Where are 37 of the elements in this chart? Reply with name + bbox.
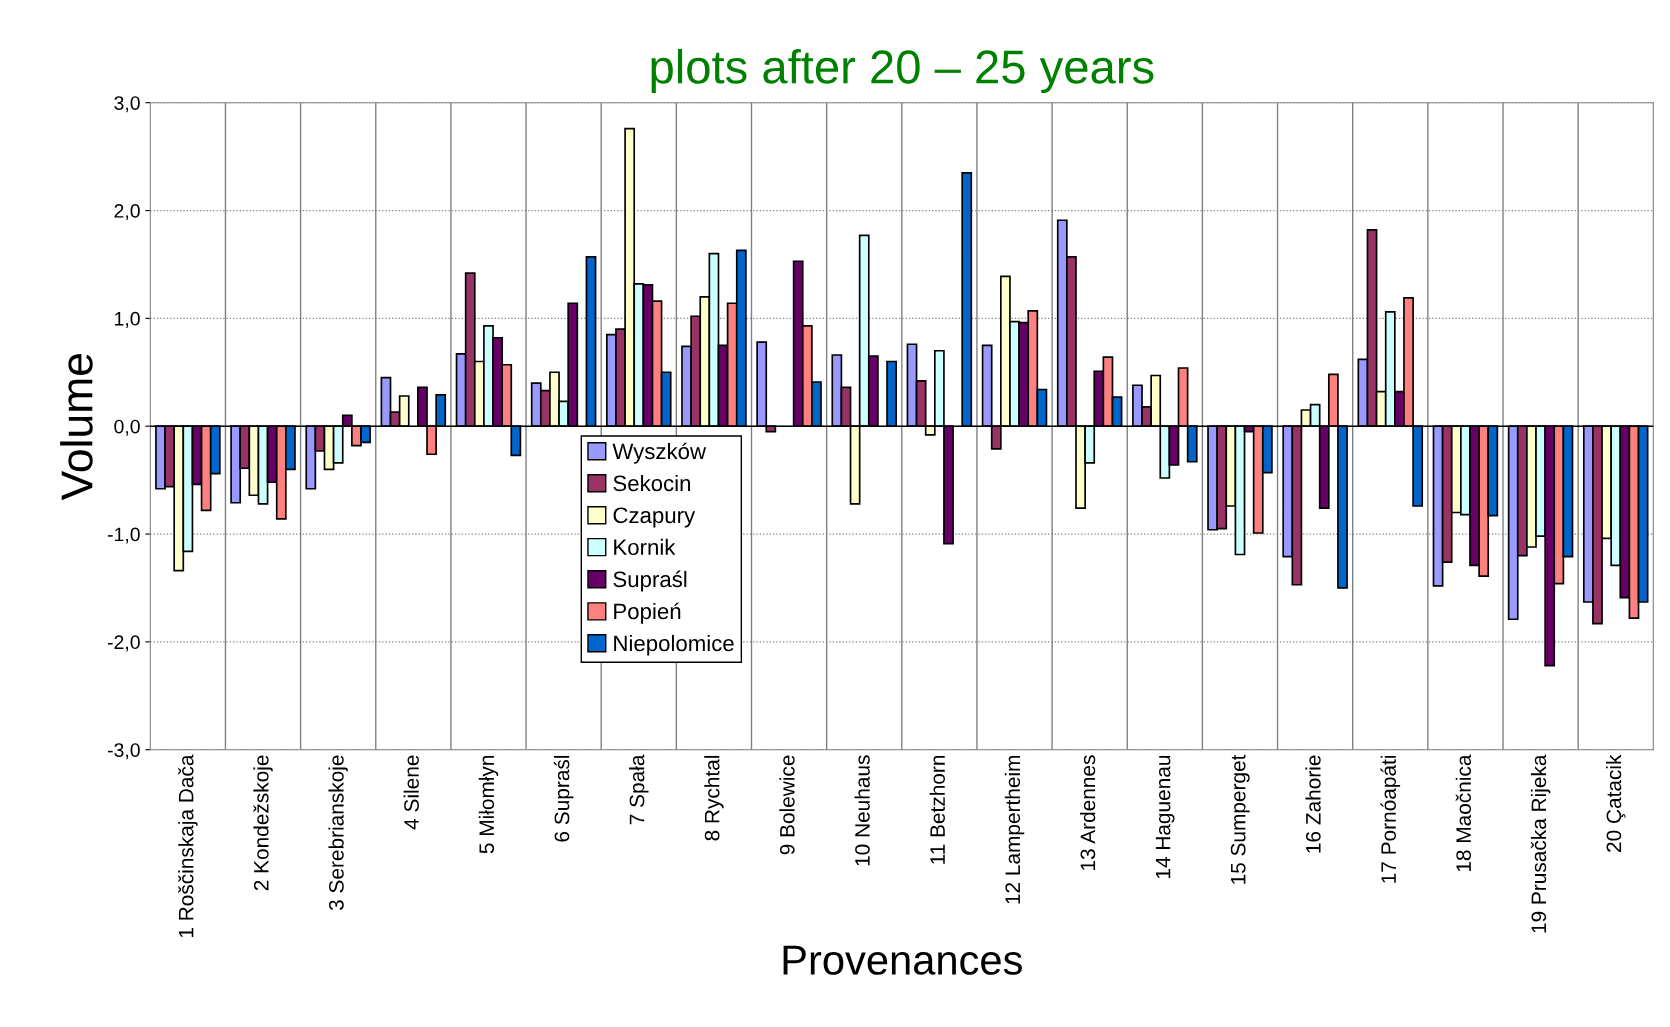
x-tick-label: 12 Lampertheim [1004, 755, 1025, 904]
x-tick-label: 6 Supraśl [553, 755, 574, 842]
y-tick-label: -3,0 [107, 743, 140, 760]
y-tick-label: 2,0 [114, 204, 140, 221]
x-axis-title: Provenances [783, 945, 1022, 975]
x-tick-label: 10 Neuhaus [854, 755, 870, 866]
legend-label: Supraśl [613, 570, 687, 592]
x-tick-label: 8 Rychtal [704, 755, 724, 841]
y-tick-label: -2,0 [107, 635, 140, 652]
x-tick-label: 16 Zahorie [1305, 755, 1321, 853]
legend-label: Sekocin [613, 474, 691, 492]
x-tick-label: 9 Bolewice [779, 755, 795, 855]
legend-label: Kornik [614, 538, 676, 556]
legend-label: Wyszków [612, 442, 707, 464]
x-tick-label: 4 Silene [403, 755, 419, 830]
legend-label: Niepolomice [614, 634, 734, 656]
y-tick-label: 1,0 [115, 311, 140, 328]
y-tick-label: -1,0 [107, 527, 140, 544]
x-tick-label: 7 Spała [629, 754, 649, 825]
x-tick-label: 20 Çatacik [1605, 754, 1626, 852]
chart-title: plots after 20 – 25 years [651, 49, 1154, 94]
x-tick-label: 13 Ardennes [1079, 755, 1096, 870]
x-tick-label: 14 Haguenau [1155, 755, 1175, 879]
y-axis-title: Volume [60, 354, 93, 501]
x-tick-label: 15 Sumperget [1230, 754, 1250, 884]
legend-label: Czapury [613, 507, 696, 528]
x-tick-label: 17 Pornóapáti [1380, 755, 1401, 883]
x-tick-label: 2 Kondežskoje [253, 755, 273, 891]
x-tick-label: 5 Miłomłyn [478, 755, 499, 854]
x-tick-label: 3 Serebrianskoje [328, 755, 348, 911]
x-tick-label: 11 Betzhorn [929, 755, 945, 864]
y-tick-label: 0,0 [114, 419, 140, 436]
y-tick-label: 3,0 [114, 96, 140, 113]
x-tick-label: 1 Roščinskaja Dača [178, 754, 198, 938]
x-tick-label: 19 Prusačka Rijeka [1530, 754, 1551, 933]
legend-label: Popień [614, 602, 681, 624]
x-tick-label: 18 Maočnica [1455, 754, 1472, 872]
